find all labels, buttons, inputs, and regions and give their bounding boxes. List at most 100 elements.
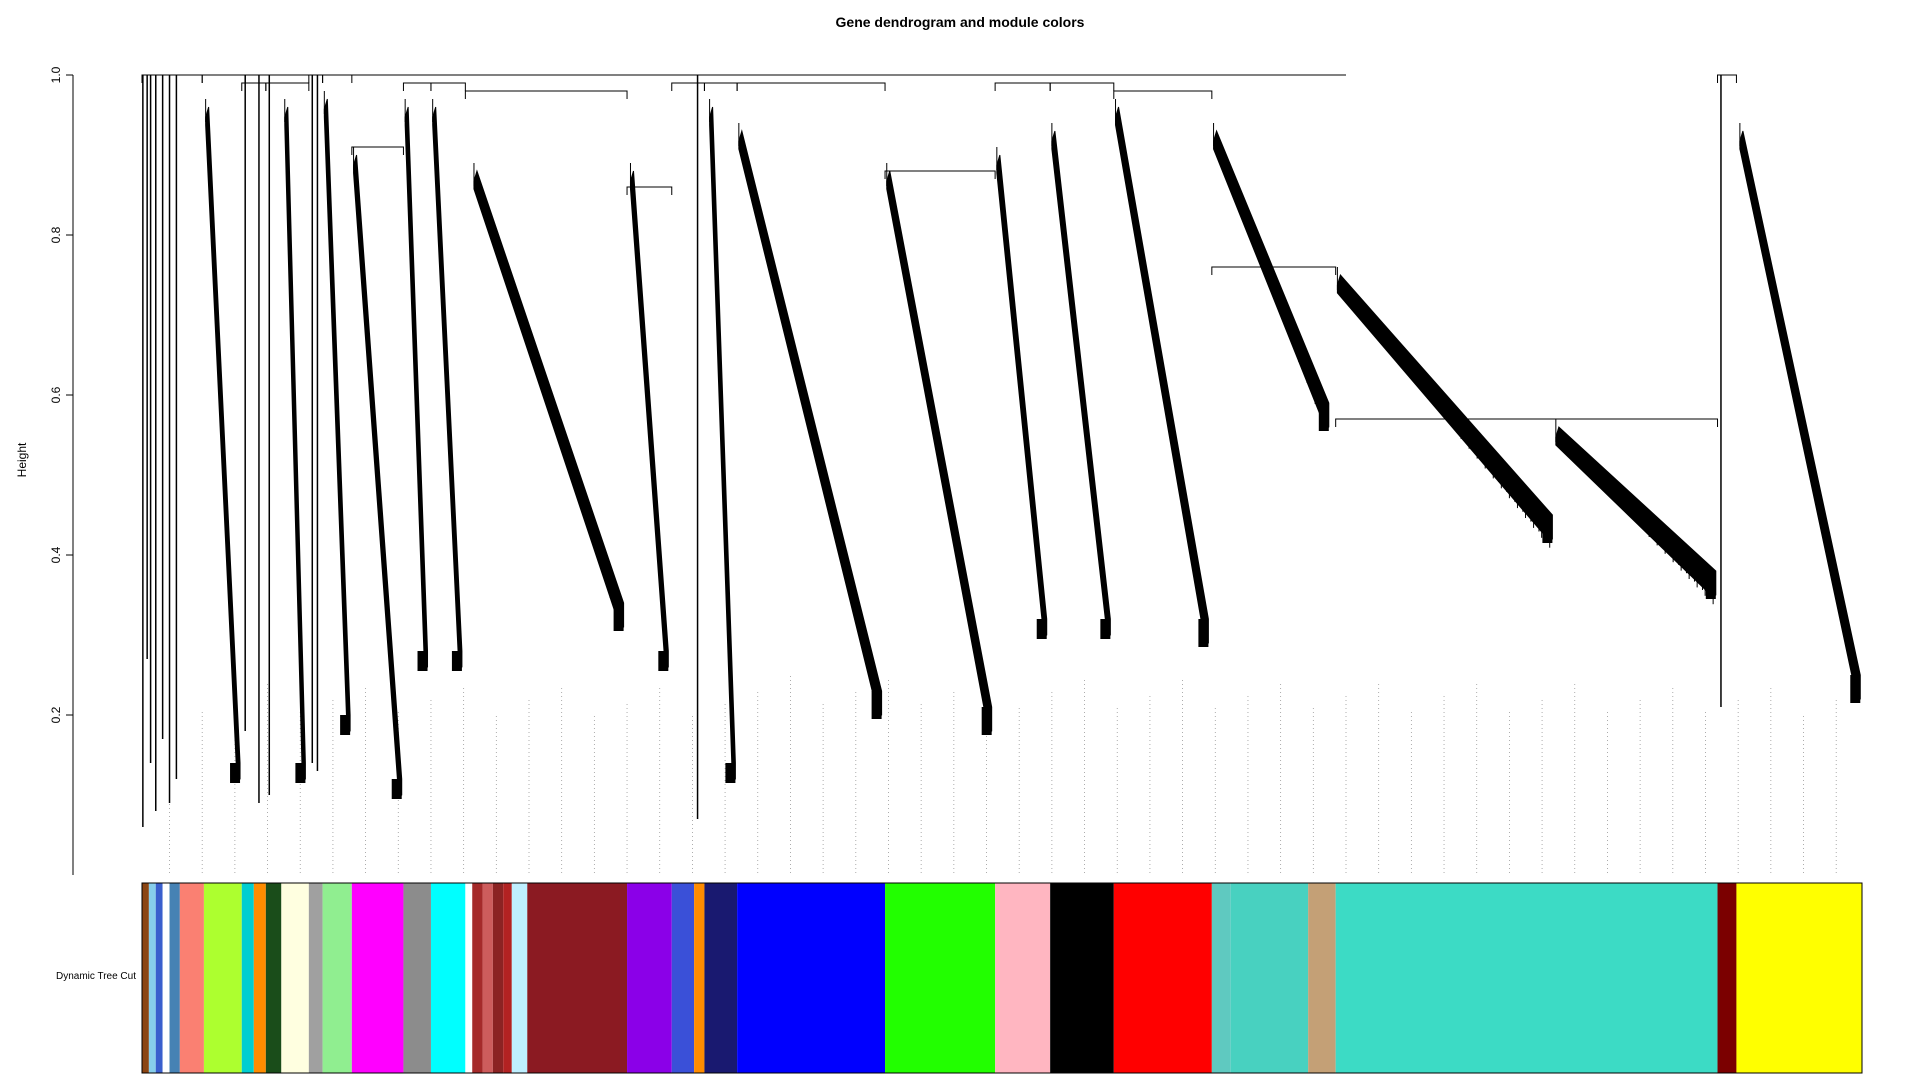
- cluster-branch: [205, 99, 241, 783]
- cluster-branch: [629, 163, 669, 671]
- module-colorbar: [141, 882, 1863, 1074]
- merge-bracket: [201, 74, 246, 83]
- merge-bracket: [1049, 82, 1115, 91]
- module-color-segment: [704, 883, 738, 1073]
- module-color-segment: [148, 883, 156, 1073]
- cluster-branch: [1555, 419, 1717, 605]
- merge-bracket: [169, 74, 203, 83]
- module-color-segment: [1113, 883, 1212, 1073]
- y-axis-label: Height: [15, 442, 29, 477]
- cluster-branch: [1115, 99, 1209, 647]
- cluster-branch: [1739, 123, 1861, 703]
- y-tick-label: 0.8: [49, 226, 63, 243]
- cluster-branch: [709, 99, 736, 783]
- merge-bracket: [736, 82, 886, 91]
- leaf-cluster-bottom: [230, 763, 241, 783]
- branch-band: [1739, 130, 1861, 702]
- module-color-segment: [627, 883, 672, 1073]
- merge-bracket: [994, 82, 1051, 91]
- merge-bracket: [626, 186, 673, 195]
- leaf-cluster-bottom: [417, 651, 428, 671]
- module-color-segment: [203, 883, 242, 1073]
- leaf-cluster-bottom: [658, 651, 669, 671]
- leaf-cluster-bottom: [1705, 571, 1716, 599]
- merge-bracket: [402, 82, 432, 91]
- leaf-cluster-bottom: [871, 691, 882, 719]
- branch-band: [1051, 130, 1111, 638]
- leaf-cluster-bottom: [1100, 619, 1111, 639]
- leaf-cluster-bottom: [1850, 675, 1861, 703]
- merge-bracket: [1335, 418, 1719, 427]
- cluster-branch: [1336, 267, 1553, 548]
- module-color-segment: [430, 883, 466, 1073]
- colorbar-border: [141, 882, 1863, 1074]
- module-color-segment: [511, 883, 528, 1073]
- module-color-segment: [351, 883, 404, 1073]
- merge-bracket: [884, 170, 996, 179]
- module-color-segment: [503, 883, 512, 1073]
- leaf-cluster-bottom: [613, 603, 624, 631]
- module-color-segment: [265, 883, 282, 1073]
- y-tick-label: 1.0: [49, 66, 63, 83]
- module-color-segment: [142, 883, 149, 1073]
- leaf-cluster-bottom: [295, 763, 306, 783]
- merge-bracket: [322, 74, 353, 83]
- chart-title: Gene dendrogram and module colors: [836, 14, 1085, 30]
- cluster-branch: [473, 163, 625, 631]
- y-tick-label: 0.2: [49, 706, 63, 723]
- module-color-segment: [155, 883, 163, 1073]
- leaf-cluster-bottom: [340, 715, 351, 735]
- merge-bracket: [464, 90, 628, 99]
- branch-band: [996, 154, 1048, 638]
- cluster-branch: [323, 91, 351, 735]
- cluster-branch: [1213, 123, 1330, 431]
- module-color-segment: [253, 883, 266, 1073]
- module-color-segment: [492, 883, 504, 1073]
- leaf-cluster-bottom: [981, 707, 992, 735]
- leaf-cluster-bottom: [1198, 619, 1209, 647]
- module-color-segment: [694, 883, 705, 1073]
- module-color-segment: [322, 883, 352, 1073]
- cluster-branch: [432, 99, 463, 671]
- module-color-segment: [1308, 883, 1336, 1073]
- merge-bracket: [1113, 90, 1213, 99]
- leaf-cluster-bottom: [725, 763, 736, 783]
- module-color-segment: [995, 883, 1051, 1073]
- module-color-segment: [1335, 883, 1718, 1073]
- cluster-branch: [404, 99, 429, 671]
- leaf-cluster-bottom: [1036, 619, 1047, 639]
- module-color-segment: [281, 883, 309, 1073]
- merge-bracket: [430, 82, 466, 91]
- merge-bracket: [308, 74, 324, 83]
- merge-bracket: [265, 82, 310, 91]
- merge-bracket: [1211, 266, 1337, 275]
- branch-band: [473, 169, 625, 630]
- module-color-segment: [1050, 883, 1114, 1073]
- cluster-branch: [353, 147, 403, 799]
- cluster-branch: [886, 163, 993, 735]
- module-color-segment: [1736, 883, 1862, 1073]
- module-color-segment: [403, 883, 431, 1073]
- cluster-branch: [996, 147, 1048, 639]
- module-color-segment: [162, 883, 170, 1073]
- leaf-cluster-bottom: [391, 779, 402, 799]
- branch-band: [1213, 129, 1330, 430]
- module-color-segment: [737, 883, 886, 1073]
- colorbar-label: Dynamic Tree Cut: [56, 971, 136, 982]
- module-color-segment: [1230, 883, 1309, 1073]
- leaf-cluster-bottom: [1542, 515, 1553, 543]
- dendrogram-tree: [141, 74, 1861, 827]
- cluster-branch: [1051, 123, 1111, 639]
- module-color-segment: [482, 883, 493, 1073]
- module-color-segment: [169, 883, 180, 1073]
- cluster-branch: [284, 99, 306, 783]
- y-axis: 0.2 0.4 0.6 0.8 1.0: [49, 66, 74, 875]
- leaf-cluster-bottom: [1318, 403, 1329, 431]
- cluster-branch: [738, 123, 883, 719]
- module-color-segment: [671, 883, 695, 1073]
- module-color-segment: [465, 883, 473, 1073]
- module-color-segment: [241, 883, 254, 1073]
- leaf-cluster-bottom: [451, 651, 462, 671]
- module-color-segment: [472, 883, 483, 1073]
